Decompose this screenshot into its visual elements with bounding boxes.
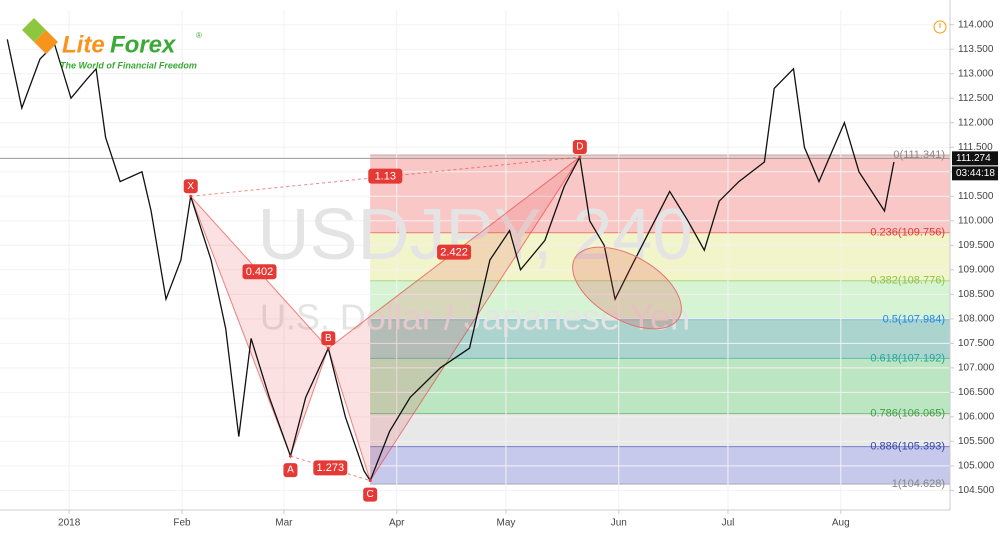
highlight-ellipse	[572, 246, 682, 330]
pattern-point	[189, 194, 193, 198]
pattern-leg	[190, 156, 580, 197]
y-tick-label: 110.000	[958, 215, 994, 226]
point-label: D	[576, 142, 583, 153]
logo-icon	[34, 30, 58, 54]
ratio-badge	[242, 264, 277, 280]
fib-bands	[370, 154, 950, 485]
y-tick-label: 106.500	[958, 387, 995, 398]
fib-label: 1(104.628)	[892, 478, 945, 490]
point-badge	[363, 487, 378, 502]
y-tick-label: 105.500	[958, 436, 995, 447]
fib-label: 0.236(109.756)	[870, 227, 945, 239]
fib-band	[370, 358, 950, 414]
price-box-label: 111.274	[956, 153, 991, 164]
y-tick-label: 107.000	[958, 362, 995, 373]
ratio-label: 0.402	[246, 266, 274, 278]
ratio-badge	[368, 168, 403, 184]
ratio-label: 1.273	[317, 462, 345, 474]
y-tick-label: 106.000	[958, 412, 995, 423]
grid	[0, 10, 950, 510]
x-tick-label: Feb	[173, 518, 191, 529]
y-tick-label: 105.000	[958, 461, 995, 472]
point-label: B	[325, 333, 332, 344]
x-tick-label: 2018	[58, 518, 81, 529]
fib-band	[370, 446, 950, 485]
point-badge	[283, 463, 298, 478]
logo-mark: ®	[196, 31, 202, 40]
pattern-point	[326, 346, 330, 350]
y-tick-label: 113.500	[958, 44, 994, 55]
y-tick-label: 113.000	[958, 68, 994, 79]
x-tick-label: Aug	[832, 518, 850, 529]
ratio-label: 2.422	[440, 247, 468, 259]
fib-label: 0(111.341)	[893, 149, 945, 161]
y-tick-label: 114.000	[958, 19, 994, 30]
pattern-point	[368, 479, 372, 483]
alert-icon[interactable]	[933, 20, 947, 34]
watermark-subtitle: U.S. Dollar / Japanese Yen	[260, 297, 690, 338]
fib-band	[370, 280, 950, 320]
countdown-label: 03:44:18	[956, 168, 995, 179]
y-tick-label: 109.500	[958, 240, 995, 251]
y-tick-label: 108.500	[958, 289, 995, 300]
y-tick-label: 111.500	[958, 142, 993, 153]
pattern-point	[578, 155, 582, 159]
y-tick-label: 112.000	[958, 117, 994, 128]
fib-label: 0.786(106.065)	[870, 408, 945, 420]
tagline: The World of Financial Freedom	[60, 60, 197, 70]
x-tick-label: May	[496, 518, 515, 529]
fib-label: 0.618(107.192)	[870, 352, 945, 364]
pattern-point	[288, 454, 292, 458]
pattern-leg	[290, 455, 371, 482]
countdown-box	[952, 166, 998, 181]
ratio-label: 1.13	[375, 171, 396, 183]
point-label: A	[287, 465, 294, 476]
point-label: X	[187, 181, 194, 192]
logo: Lite Forex ® The World of Financial Free…	[22, 18, 202, 70]
price-line	[6, 39, 895, 483]
y-tick-label: 108.000	[958, 313, 995, 324]
x-tick-label: Jun	[611, 518, 627, 529]
x-tick-label: Jul	[722, 518, 735, 529]
fib-band	[370, 319, 950, 359]
point-badge	[572, 140, 587, 155]
ratio-badge	[313, 460, 348, 476]
y-tick-label: 109.000	[958, 264, 995, 275]
fib-label: 0.5(107.984)	[883, 314, 945, 326]
y-tick-label: 107.500	[958, 338, 995, 349]
y-tick-label: 104.500	[958, 485, 995, 496]
point-badge	[183, 179, 198, 194]
price-box	[952, 151, 998, 166]
plot: 104.500 105.000 105.500 106.000 106.500 107.0…	[0, 19, 998, 529]
x-tick-label: Mar	[275, 518, 293, 529]
fib-label: 0.382(108.776)	[870, 275, 945, 287]
ratio-badge	[437, 244, 472, 260]
logo-text: Forex	[110, 31, 177, 58]
y-tick-label: 112.500	[958, 93, 994, 104]
logo-text: Lite	[62, 31, 105, 58]
point-badge	[321, 331, 336, 346]
fib-label: 0.886(105.393)	[870, 441, 945, 453]
point-label: C	[367, 489, 374, 500]
x-tick-label: Apr	[389, 518, 405, 529]
watermark: USDJPY, 240	[258, 195, 693, 275]
y-tick-label: 110.500	[958, 191, 994, 202]
